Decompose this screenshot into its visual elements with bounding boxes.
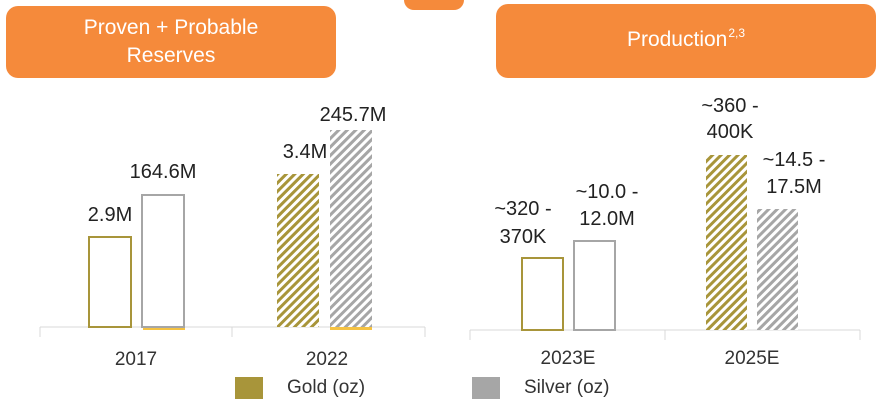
- bar-silver-2023e: [573, 240, 616, 331]
- label-gold-2023e-line2: 370K: [500, 226, 547, 248]
- legend-swatch-gold: [235, 377, 263, 399]
- header-connector-tab: [404, 0, 464, 10]
- label-gold-2025e-line2: 400K: [707, 121, 754, 143]
- bar-gold-2017: [88, 236, 132, 328]
- label-gold-2017: 2.9M: [88, 204, 132, 226]
- production-header-text: Production: [626, 28, 728, 51]
- label-silver-2022: 245.7M: [320, 104, 387, 126]
- label-silver-2023e-line1: ~10.0 -: [576, 181, 639, 203]
- label-gold-2022: 3.4M: [283, 141, 327, 163]
- bar-silver-2017: [141, 194, 185, 328]
- tick-2022: 2022: [306, 349, 348, 370]
- label-silver-2017: 164.6M: [130, 161, 197, 183]
- label-gold-2023e-line1: ~320 -: [494, 198, 551, 220]
- production-header-title: Production2,3: [627, 26, 745, 56]
- label-silver-2025e-line1: ~14.5 -: [763, 149, 826, 171]
- bar-gold-2025e: [706, 155, 747, 330]
- production-header-footnote: 2,3: [728, 26, 746, 40]
- tick-2025e: 2025E: [725, 348, 780, 369]
- legend-label-silver: Silver (oz): [524, 377, 610, 398]
- reserves-header-title: Proven + Probable Reserves: [83, 16, 259, 67]
- legend-item-gold: Gold (oz): [235, 376, 365, 400]
- bar-silver-2025e: [757, 209, 798, 330]
- bar-gold-2023e: [521, 257, 564, 331]
- bar-gold-2022: [277, 174, 319, 327]
- legend-swatch-silver: [472, 377, 500, 399]
- tick-2017: 2017: [115, 349, 157, 370]
- label-gold-2025e-line1: ~360 -: [701, 95, 758, 117]
- reserves-axis-marker: [330, 327, 372, 330]
- label-silver-2023e-line2: 12.0M: [579, 208, 635, 230]
- reserves-axis-marker: [143, 327, 185, 330]
- production-header: Production2,3: [496, 4, 876, 78]
- tick-2023e: 2023E: [541, 348, 596, 369]
- label-silver-2025e-line2: 17.5M: [766, 176, 822, 198]
- reserves-header: Proven + Probable Reserves: [6, 6, 336, 78]
- bar-silver-2022: [330, 130, 372, 327]
- legend-label-gold: Gold (oz): [287, 377, 366, 398]
- legend-item-silver: Silver (oz): [472, 376, 610, 400]
